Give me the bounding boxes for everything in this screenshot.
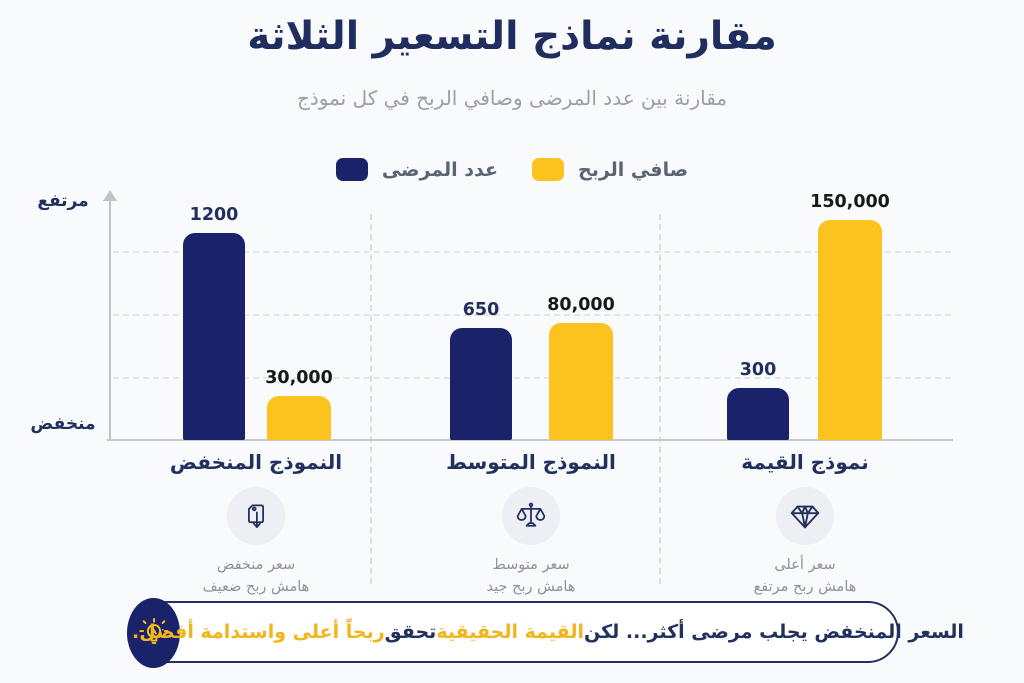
- y-axis-line: [109, 200, 111, 440]
- bar-profit-value-model: 150,000: [810, 192, 890, 440]
- lightbulb-icon: [138, 617, 169, 644]
- legend-label-profit: صافي الربح: [578, 158, 689, 181]
- column-separator: [370, 214, 372, 584]
- y-axis-arrow-icon: [103, 190, 117, 201]
- desc-line: هامش ربح مرتفع: [753, 579, 857, 596]
- insight-segment: القيمة الحقيقية: [436, 621, 584, 643]
- price-tag-down-icon: [248, 504, 264, 528]
- patients-color-swatch: [335, 158, 368, 181]
- model-description: سعر أعلى هامش ربح مرتفع: [699, 554, 911, 599]
- model-section-low: النموذج المنخفض سعر منخفض هامش ربح ضعيف: [150, 450, 362, 599]
- bar-profit-mid-model: 80,000: [547, 295, 615, 440]
- lightbulb-badge: [127, 598, 180, 668]
- category-label: نموذج القيمة: [741, 450, 869, 474]
- profit-color-swatch: [532, 158, 565, 181]
- desc-line: سعر متوسط: [492, 557, 570, 573]
- gridline: [113, 314, 951, 316]
- scales-icon: [516, 502, 546, 527]
- insight-segment: السعر المنخفض يجلب مرضى أكثر... لكن: [583, 621, 964, 643]
- desc-line: هامش ربح ضعيف: [202, 579, 310, 596]
- insight-banner: السعر المنخفض يجلب مرضى أكثر... لكن القي…: [127, 598, 964, 668]
- bar-value-label: 80,000: [547, 295, 615, 315]
- diamond-icon: [790, 505, 820, 529]
- icon-circle: [776, 487, 834, 545]
- model-section-value: نموذج القيمة سعر أعلى هامش ربح مرتفع: [699, 450, 911, 599]
- page-title: مقارنة نماذج التسعير الثلاثة: [247, 14, 777, 59]
- icon-circle: [502, 487, 560, 545]
- bar-value-label: 650: [462, 300, 500, 320]
- gridline: [113, 251, 951, 253]
- model-section-mid: النموذج المتوسط سعر متوسط هامش ربح جيد: [425, 450, 637, 599]
- model-description: سعر منخفض هامش ربح ضعيف: [150, 554, 362, 599]
- bar-value-label: 30,000: [265, 368, 333, 388]
- legend-item-patients: عدد المرضى: [335, 158, 499, 181]
- insight-text: السعر المنخفض يجلب مرضى أكثر... لكن القي…: [132, 603, 964, 661]
- bar-value-label: 150,000: [810, 192, 890, 212]
- bar-patients-mid-model: 650: [450, 300, 512, 440]
- legend-item-profit: صافي الربح: [532, 158, 688, 181]
- bar-patients-value-model: 300: [727, 360, 789, 440]
- category-label: النموذج المتوسط: [446, 450, 616, 474]
- bar-patients-low-model: 1200: [183, 205, 245, 440]
- desc-line: سعر منخفض: [216, 557, 296, 573]
- insight-segment: تحقق: [384, 621, 437, 643]
- gridline: [113, 377, 951, 379]
- model-description: سعر متوسط هامش ربح جيد: [425, 554, 637, 599]
- y-axis-label-high: مرتفع: [37, 191, 89, 211]
- legend-label-patients: عدد المرضى: [381, 158, 499, 181]
- y-axis-label-low: منخفض: [30, 414, 96, 434]
- desc-line: سعر أعلى: [774, 557, 836, 573]
- bar-profit-low-model: 30,000: [265, 368, 333, 440]
- x-axis-line: [107, 439, 953, 441]
- bar-value-label: 1200: [189, 205, 239, 225]
- column-separator: [659, 214, 661, 584]
- bar-value-label: 300: [739, 360, 777, 380]
- insight-segment: ربحاً أعلى واستدامة أفضل.: [132, 621, 385, 643]
- chart-legend: عدد المرضى صافي الربح: [0, 158, 1024, 181]
- page-subtitle: مقارنة بين عدد المرضى وصافي الربح في كل …: [296, 86, 728, 110]
- icon-circle: [227, 487, 285, 545]
- desc-line: هامش ربح جيد: [486, 579, 576, 596]
- category-label: النموذج المنخفض: [169, 450, 343, 474]
